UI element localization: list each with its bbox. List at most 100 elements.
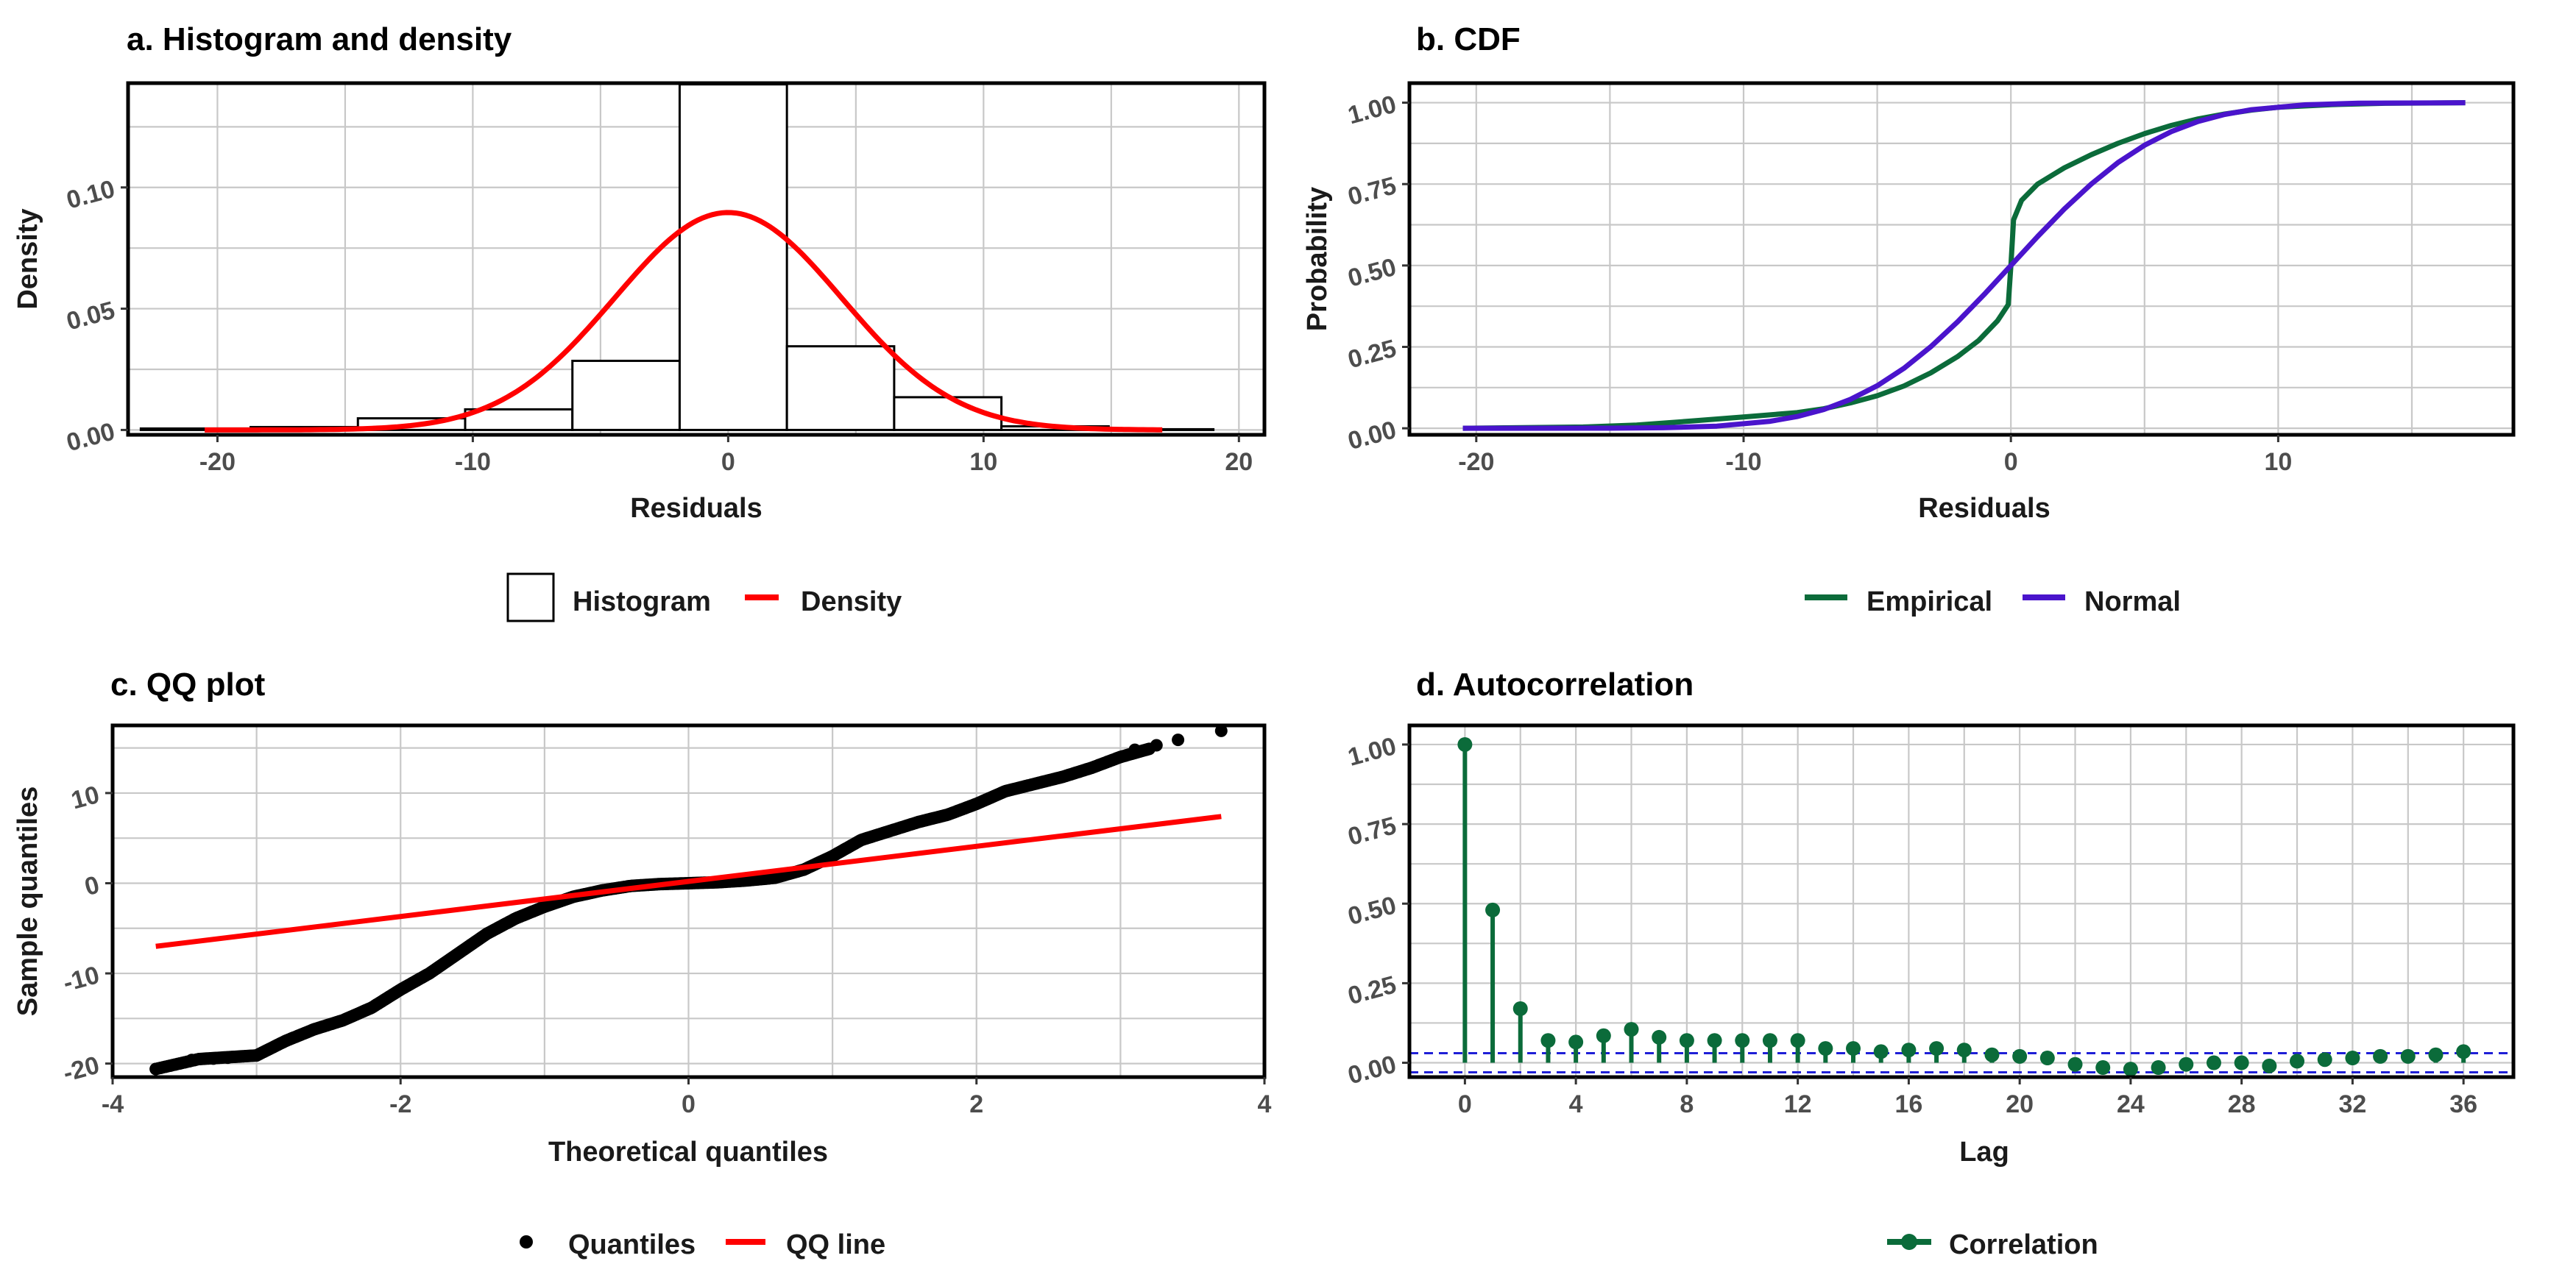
acf-point xyxy=(1624,1022,1639,1037)
x-tick-label: -20 xyxy=(1458,448,1494,476)
acf-point xyxy=(2095,1060,2111,1076)
acf-point xyxy=(1956,1043,1972,1058)
x-tick-label: 32 xyxy=(2338,1090,2366,1118)
y-tick-label: 0.00 xyxy=(1345,1051,1399,1090)
y-tick-label: 1.00 xyxy=(1345,732,1399,772)
acf-point xyxy=(1652,1029,1667,1045)
x-tick-label: -4 xyxy=(102,1090,124,1118)
quantile-point xyxy=(222,1051,234,1065)
panel-b-series xyxy=(1462,100,2466,431)
histogram-bar xyxy=(678,83,788,431)
x-tick-label: -2 xyxy=(389,1090,411,1118)
quantile-point xyxy=(1214,724,1228,737)
acf-point xyxy=(2400,1048,2416,1064)
panel-b-xlabel: Residuals xyxy=(1918,493,2050,524)
panel-c-grid xyxy=(111,725,1266,1077)
panel-histogram-density: a. Histogram and density -20 -10 0 10 20 0.00… xyxy=(13,21,1267,622)
legend-correlation-label: Correlation xyxy=(1949,1229,2098,1260)
acf-point xyxy=(1679,1033,1694,1048)
x-tick-label: 0 xyxy=(2004,448,2018,476)
histogram-bar xyxy=(571,359,681,431)
acf-point xyxy=(2373,1048,2388,1064)
density-curve xyxy=(205,210,1163,433)
acf-point xyxy=(1846,1041,1861,1056)
panel-c-legend: Quantiles QQ line xyxy=(520,1229,885,1260)
acf-point xyxy=(2206,1055,2221,1070)
y-tick-label: 0.50 xyxy=(1345,253,1399,293)
y-tick-label: 0 xyxy=(82,871,102,902)
panel-d-legend: Correlation xyxy=(1887,1229,2098,1260)
legend-quantiles-label: Quantiles xyxy=(568,1229,696,1260)
x-tick-label: 4 xyxy=(1258,1090,1272,1118)
acf-point xyxy=(2039,1051,2055,1066)
panel-b-legend: Empirical Normal xyxy=(1805,586,2181,617)
acf-point xyxy=(1568,1034,1584,1050)
legend-empirical-label: Empirical xyxy=(1866,586,1992,617)
panel-autocorrelation: d. Autocorrelation 0 4 8 12 16 20 24 28 32 36 0.00… xyxy=(1345,667,2516,1260)
panel-b-ylabel: Probability xyxy=(1302,187,1333,331)
x-tick-label: 4 xyxy=(1569,1090,1583,1118)
x-tick-label: 12 xyxy=(1784,1090,1812,1118)
panel-d-grid xyxy=(1408,725,2513,1077)
acf-point xyxy=(1512,1001,1528,1016)
x-tick-label: 24 xyxy=(2117,1090,2145,1118)
acf-point xyxy=(2345,1051,2360,1066)
panel-b-ticks: -20 -10 0 10 0.00 0.25 0.50 0.75 1.00 xyxy=(1345,90,2292,476)
x-tick-label: 0 xyxy=(721,448,735,476)
acf-point xyxy=(1790,1033,1805,1048)
acf-point xyxy=(1984,1047,2000,1062)
legend-qqline-label: QQ line xyxy=(786,1229,885,1260)
cdf-line-normal xyxy=(1462,100,2466,431)
panel-a-ylabel: Density xyxy=(13,208,43,309)
panel-d-ticks: 0 4 8 12 16 20 24 28 32 36 0.00 0.25 0.50 0.75 1.00 xyxy=(1345,732,2477,1118)
acf-point xyxy=(2179,1056,2194,1072)
panel-b-frame xyxy=(1407,81,2516,437)
panel-a-title: a. Histogram and density xyxy=(127,21,512,57)
acf-point xyxy=(2262,1058,2277,1073)
x-tick-label: 0 xyxy=(1458,1090,1472,1118)
panel-c-title: c. QQ plot xyxy=(110,667,266,703)
acf-point xyxy=(2234,1055,2249,1070)
acf-point xyxy=(2456,1044,2471,1059)
y-tick-label: 0.75 xyxy=(1345,811,1399,851)
x-tick-label: 2 xyxy=(969,1090,983,1118)
x-tick-label: 36 xyxy=(2449,1090,2477,1118)
panel-d-title: d. Autocorrelation xyxy=(1416,667,1694,703)
acf-point xyxy=(1901,1043,1917,1058)
x-tick-label: 0 xyxy=(682,1090,696,1118)
acf-point xyxy=(2151,1060,2166,1076)
panel-a-ticks: -20 -10 0 10 20 0.00 0.05 0.10 xyxy=(63,175,1253,476)
panel-d-xlabel: Lag xyxy=(1959,1137,2009,1168)
x-tick-label: 20 xyxy=(2006,1090,2034,1118)
x-tick-label: 20 xyxy=(1225,448,1253,476)
y-tick-label: -10 xyxy=(60,961,102,997)
quantile-point xyxy=(185,1054,199,1067)
legend-correlation-key-dot xyxy=(1901,1234,1917,1250)
y-tick-label: 0.25 xyxy=(1345,335,1399,374)
panel-cdf: b. CDF -20 -10 0 10 0.00 0.25 0.50 0.75 1.00 Res… xyxy=(1302,21,2516,617)
panel-c-xlabel: Theoretical quantiles xyxy=(548,1137,828,1168)
acf-point xyxy=(1707,1033,1722,1048)
panel-b-title: b. CDF xyxy=(1416,21,1521,57)
panel-c-series xyxy=(149,724,1228,1076)
panel-a-frame xyxy=(126,81,1267,437)
acf-point xyxy=(1735,1033,1750,1048)
y-tick-label: 0.00 xyxy=(63,417,118,457)
x-tick-label: 8 xyxy=(1680,1090,1694,1118)
y-tick-label: -20 xyxy=(60,1051,102,1087)
acf-point xyxy=(1596,1028,1611,1043)
quantile-point xyxy=(1128,743,1142,756)
legend-quantiles-key xyxy=(520,1235,533,1249)
x-tick-label: 28 xyxy=(2228,1090,2256,1118)
acf-point xyxy=(1818,1041,1833,1056)
y-tick-label: 10 xyxy=(68,781,102,814)
x-tick-label: 10 xyxy=(2264,448,2292,476)
panel-d-frame xyxy=(1407,723,2516,1079)
acf-point xyxy=(1457,736,1473,752)
acf-point xyxy=(1873,1044,1889,1059)
acf-point xyxy=(2290,1054,2305,1069)
acf-point xyxy=(2067,1056,2083,1072)
x-tick-label: 10 xyxy=(969,448,997,476)
